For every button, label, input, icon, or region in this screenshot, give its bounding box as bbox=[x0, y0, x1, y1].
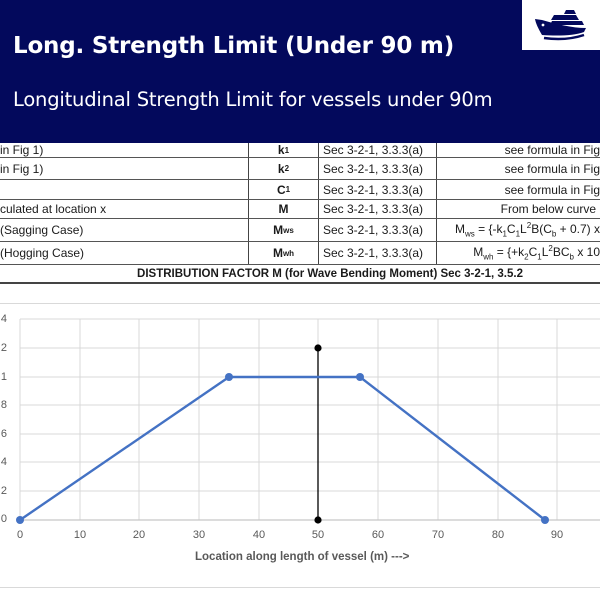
logo bbox=[522, 0, 600, 50]
description-cell: in Fig 1) bbox=[0, 143, 44, 157]
y-tick: 8 bbox=[0, 399, 7, 411]
x-tick: 30 bbox=[192, 529, 206, 541]
header-banner: Long. Strength Limit (Under 90 m) Longit… bbox=[0, 0, 600, 143]
reference-cell: Sec 3-2-1, 3.3.3(a) bbox=[318, 180, 436, 199]
ship-icon bbox=[535, 10, 586, 41]
y-tick: 4 bbox=[0, 313, 7, 325]
y-tick: 4 bbox=[0, 456, 7, 468]
x-axis-label: Location along length of vessel (m) ---> bbox=[195, 551, 410, 563]
value-cell: From below curve bbox=[436, 200, 600, 218]
x-tick: 40 bbox=[252, 529, 266, 541]
sagging-formula-cell: Mws = {-k1C1L2B(Cb + 0.7) x bbox=[436, 219, 600, 241]
description-cell: (Sagging Case) bbox=[0, 223, 84, 237]
y-tick: 6 bbox=[0, 428, 7, 440]
table-row: culated at location x M Sec 3-2-1, 3.3.3… bbox=[0, 200, 600, 219]
description-cell: (Hogging Case) bbox=[0, 246, 85, 260]
y-tick: 2 bbox=[0, 342, 7, 354]
x-tick: 50 bbox=[311, 529, 325, 541]
hogging-formula-cell: Mwh = {+k2C1L2BCb x 10 bbox=[436, 242, 600, 264]
reference-cell: Sec 3-2-1, 3.3.3(a) bbox=[318, 143, 436, 157]
x-tick: 10 bbox=[73, 529, 87, 541]
y-tick: 1 bbox=[0, 371, 7, 383]
value-cell: see formula in Fig bbox=[436, 143, 600, 157]
symbol-cell: M bbox=[248, 200, 318, 218]
x-tick: 60 bbox=[371, 529, 385, 541]
page-subtitle: Longitudinal Strength Limit for vessels … bbox=[13, 88, 493, 111]
reference-cell: Sec 3-2-1, 3.3.3(a) bbox=[318, 200, 436, 218]
description-cell: in Fig 1) bbox=[0, 161, 44, 176]
section-heading: DISTRIBUTION FACTOR M (for Wave Bending … bbox=[0, 265, 600, 284]
y-tick: 2 bbox=[0, 485, 7, 497]
description-cell: culated at location x bbox=[0, 202, 107, 216]
x-tick: 90 bbox=[550, 529, 564, 541]
x-tick: 0 bbox=[16, 529, 24, 541]
y-tick: 0 bbox=[0, 513, 7, 525]
grid bbox=[19, 318, 600, 520]
reference-cell: Sec 3-2-1, 3.3.3(a) bbox=[318, 219, 436, 241]
value-cell: see formula in Fig bbox=[436, 180, 600, 199]
page-title: Long. Strength Limit (Under 90 m) bbox=[13, 33, 455, 59]
chart-frame bbox=[0, 303, 600, 588]
distribution-factor-series bbox=[16, 373, 549, 524]
value-cell: see formula in Fig bbox=[436, 158, 600, 179]
reference-cell: Sec 3-2-1, 3.3.3(a) bbox=[318, 158, 436, 179]
x-tick: 70 bbox=[431, 529, 445, 541]
x-tick: 20 bbox=[132, 529, 146, 541]
x-tick: 80 bbox=[491, 529, 505, 541]
reference-cell: Sec 3-2-1, 3.3.3(a) bbox=[318, 242, 436, 264]
